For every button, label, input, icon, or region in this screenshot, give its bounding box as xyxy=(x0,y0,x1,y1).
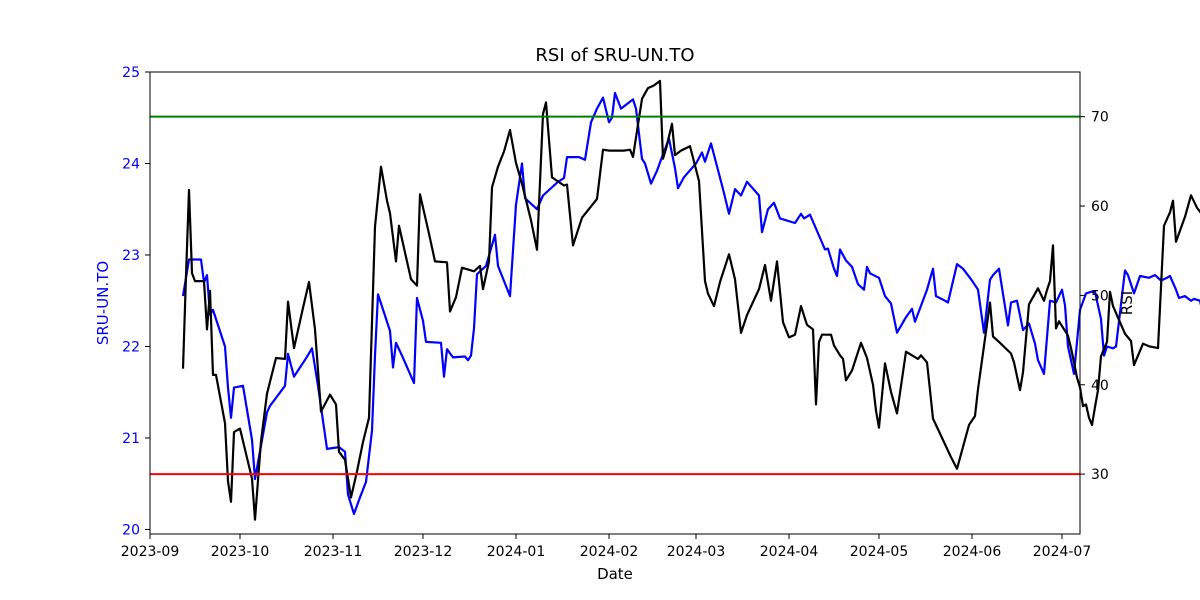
x-tick-label: 2024-02 xyxy=(580,544,639,560)
x-axis-label: Date xyxy=(597,565,633,583)
x-tick-label: 2023-10 xyxy=(211,544,270,560)
y-right-tick-label: 50 xyxy=(1091,288,1109,304)
y-left-tick-label: 21 xyxy=(122,431,140,447)
plot-frame xyxy=(149,71,1081,535)
rsi-series-line xyxy=(181,79,1200,521)
y-right-tick-label: 40 xyxy=(1091,378,1109,394)
y-right-tick-label: 70 xyxy=(1091,110,1109,126)
chart-title: RSI of SRU-UN.TO xyxy=(535,45,694,66)
y-axis-right-label: RSI xyxy=(1118,291,1136,315)
x-tick-label: 2024-07 xyxy=(1033,544,1092,560)
y-axis-left: 20 21 22 23 24 25 xyxy=(122,65,150,538)
y-left-tick-label: 24 xyxy=(122,156,140,172)
x-tick-label: 2023-09 xyxy=(121,544,180,560)
y-left-tick-label: 22 xyxy=(122,339,140,355)
y-left-tick-label: 23 xyxy=(122,248,140,264)
y-axis-right: 30 40 50 60 70 xyxy=(1080,110,1109,483)
y-right-tick-label: 30 xyxy=(1091,467,1109,483)
x-tick-label: 2024-04 xyxy=(760,544,819,560)
y-left-tick-label: 20 xyxy=(122,522,140,538)
x-tick-label: 2024-05 xyxy=(850,544,909,560)
y-right-tick-label: 60 xyxy=(1091,199,1109,215)
x-tick-label: 2023-11 xyxy=(304,544,363,560)
x-axis: 2023-09 2023-10 2023-11 2023-12 2024-01 2024-… xyxy=(121,534,1092,560)
x-tick-label: 2023-12 xyxy=(394,544,453,560)
y-axis-left-label: SRU-UN.TO xyxy=(94,261,112,345)
x-tick-label: 2024-06 xyxy=(943,544,1002,560)
x-tick-label: 2024-01 xyxy=(487,544,546,560)
series-layer xyxy=(181,79,1200,521)
reference-lines xyxy=(150,115,1080,476)
x-tick-label: 2024-03 xyxy=(667,544,726,560)
price-series-line xyxy=(181,91,1200,516)
y-left-tick-label: 25 xyxy=(122,65,140,81)
